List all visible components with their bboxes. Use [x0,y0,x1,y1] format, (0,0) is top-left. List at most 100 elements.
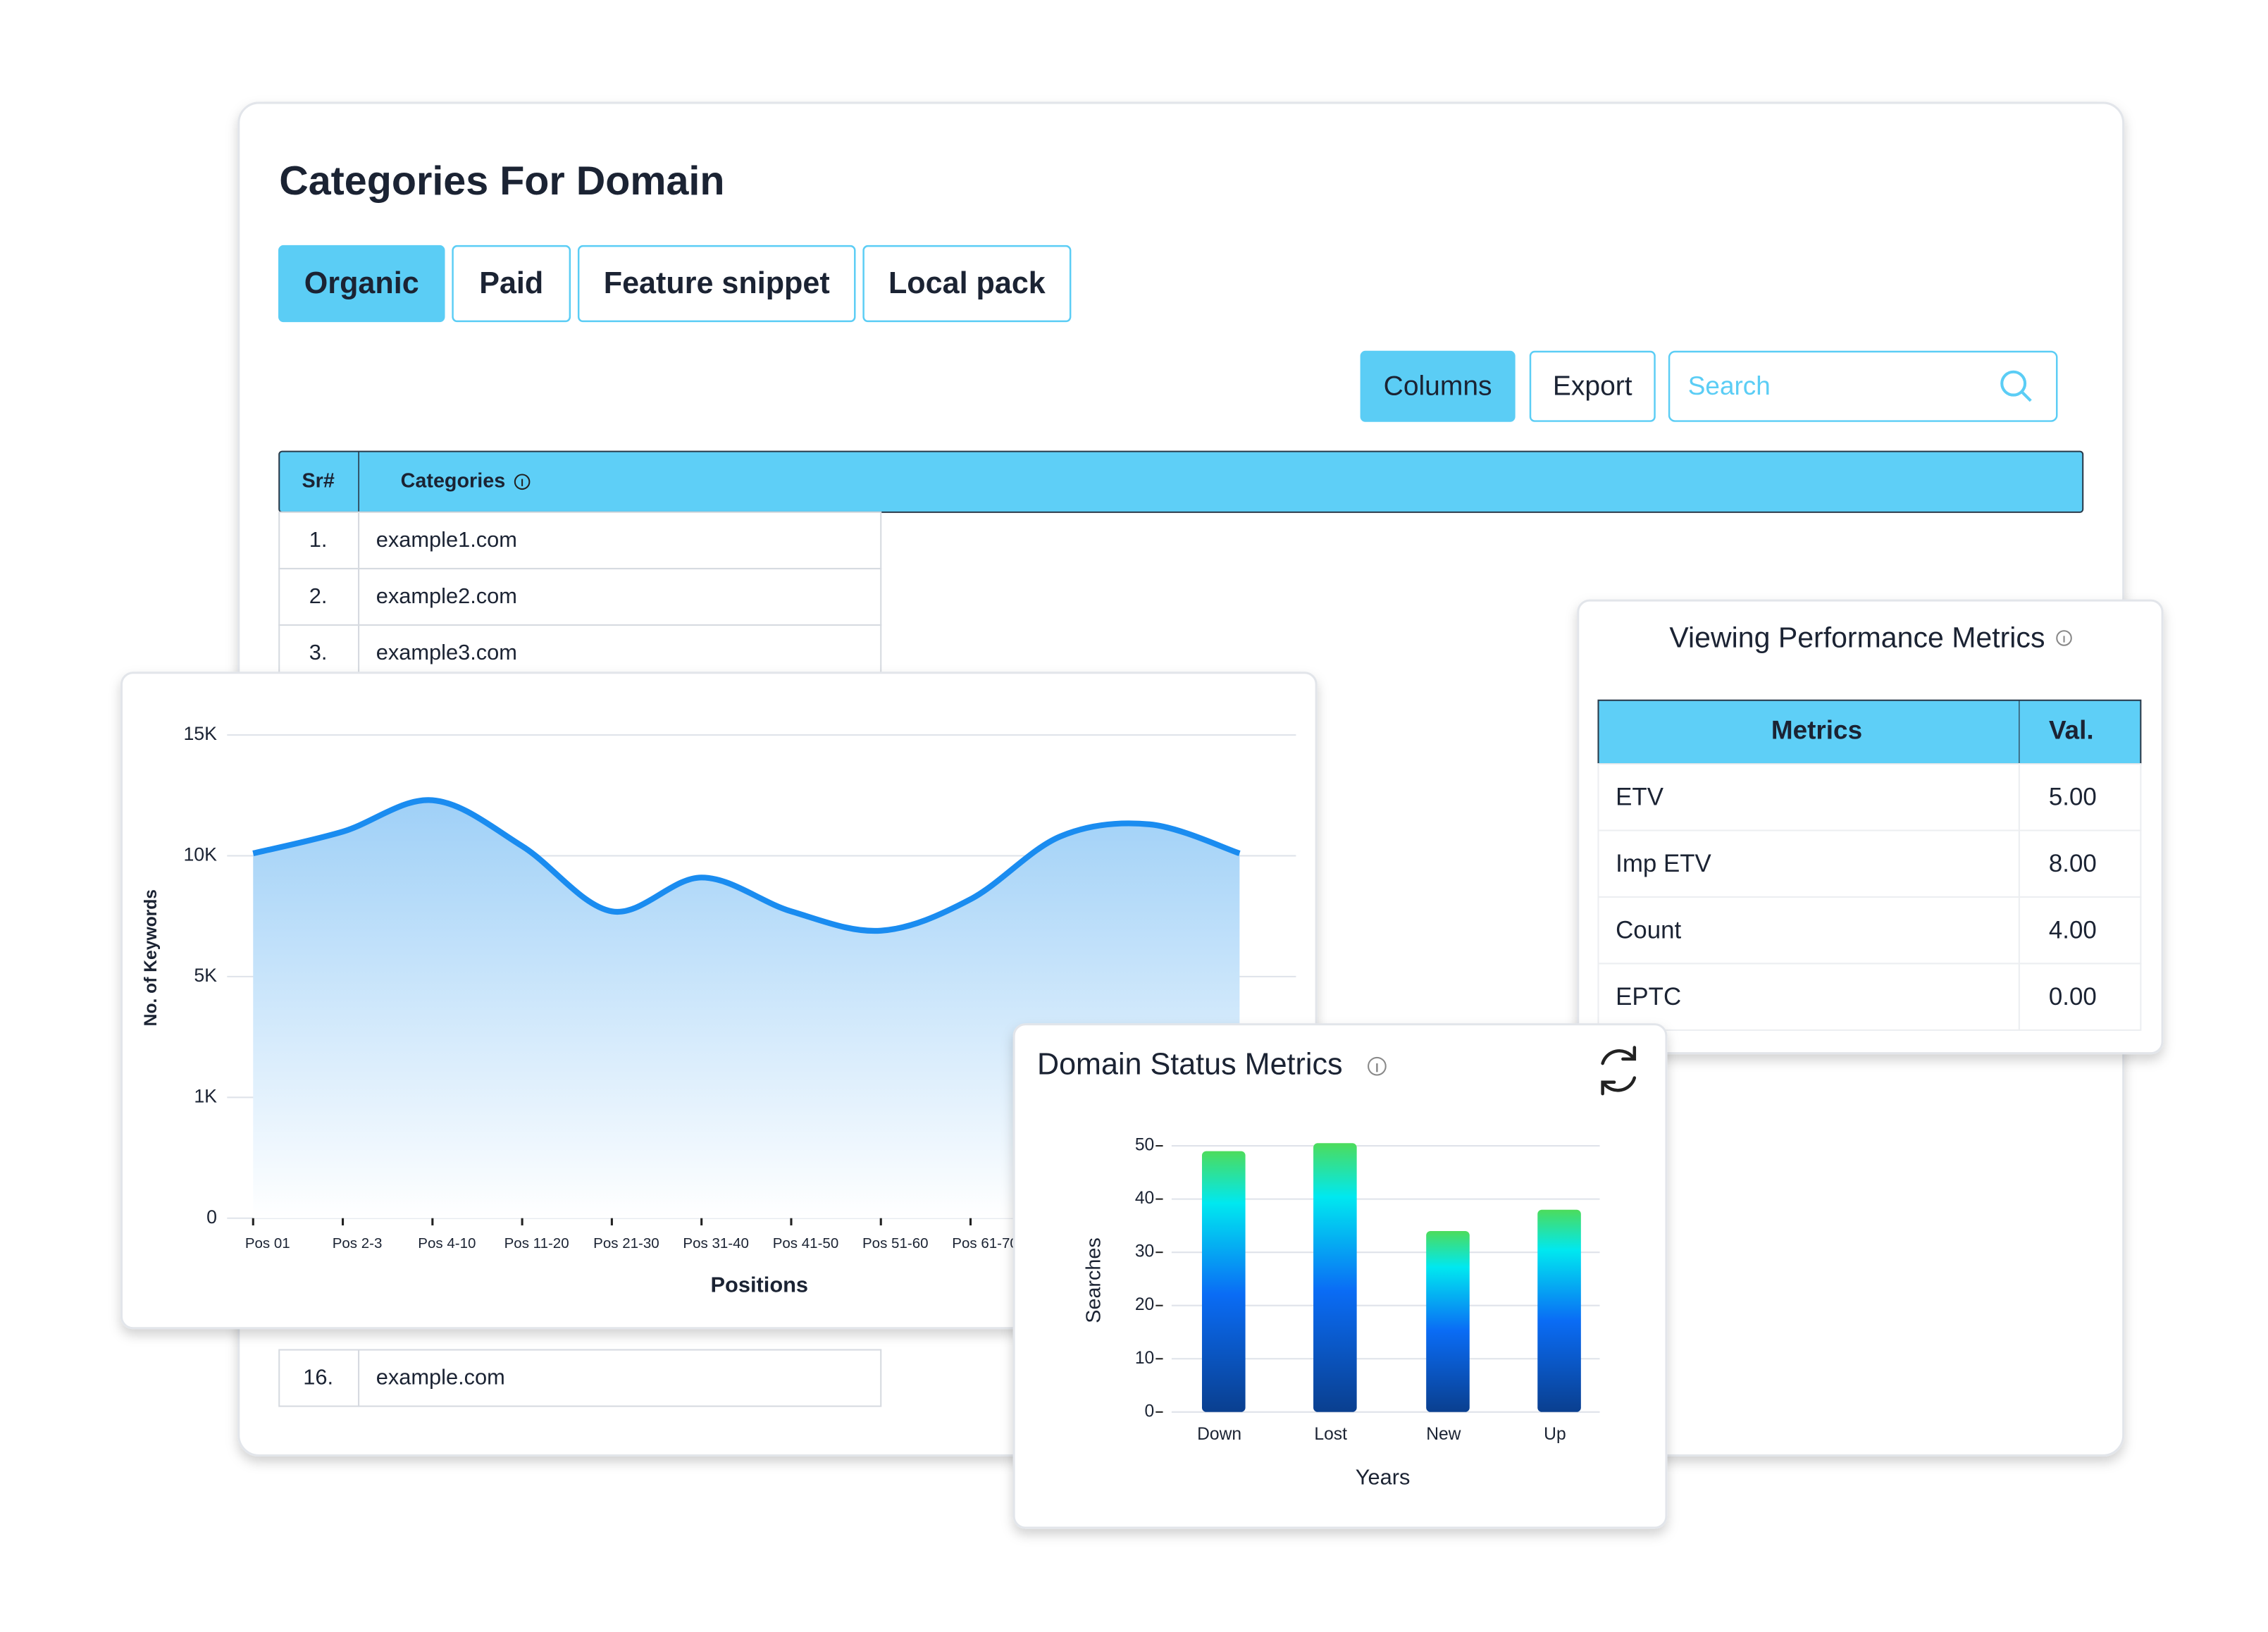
metric-name: EPTC [1616,983,1681,1010]
tab-label: Local pack [888,266,1046,300]
category-cell: example.com [376,1365,505,1390]
y-tick-label: 5K [194,965,217,986]
x-tick-label: New [1426,1425,1461,1444]
header-cell: Categories [401,469,506,492]
category-cell: example1.com [376,527,517,552]
y-tick-label: 50 [1135,1136,1154,1155]
metric-value: 0.00 [2049,983,2097,1010]
cell [1597,963,2020,1031]
tab[interactable]: Feature snippet [577,245,856,323]
cell [1597,829,2020,898]
card-title: Domain Status Metrics [1037,1048,1343,1082]
header-cell: Sr# [302,469,334,492]
y-tick-label: 10 [1135,1349,1154,1368]
cell [1597,763,2020,832]
x-tick-label: Pos 21-30 [593,1235,659,1251]
x-tick-label: Down [1197,1425,1241,1444]
table-row: 2. example2.com [278,567,882,626]
x-tick-label: Pos 2-3 [333,1235,383,1251]
line [252,797,1241,934]
header-cell: Metrics [1771,716,1862,745]
y-axis-label: No. of Keywords [142,889,161,1026]
x-tick-label: Up [1544,1425,1566,1444]
search-box[interactable]: Search [1668,350,2058,422]
x-tick-label: Pos 11-20 [504,1235,569,1251]
tab-label: Paid [479,266,543,300]
category-cell: example2.com [376,583,517,608]
tab[interactable]: Local pack [862,245,1072,323]
search-bg [1668,350,2058,422]
cell [2018,896,2142,965]
metric-value: 8.00 [2049,850,2097,877]
y-tick-label: 0 [206,1206,217,1228]
x-tick-label: Lost [1314,1425,1347,1444]
x-tick-label: Pos 31-40 [683,1235,749,1251]
table-header [1597,699,2142,765]
card-title: Viewing Performance Metrics [1669,621,2045,653]
metric-name: ETV [1616,784,1664,811]
button-bg [1360,350,1516,422]
y-tick-label: 0 [1145,1402,1155,1421]
refresh-button[interactable] [1601,1046,1637,1096]
table-header [278,450,2084,513]
table-row: 1. example1.com [278,511,882,569]
performance-card: Viewing Performance Metrics Metrics Val. E… [1577,599,2164,1055]
button-label: Export [1553,371,1632,402]
tab-bg [862,245,1072,323]
cell [358,1349,882,1407]
x-tick-label: Pos 01 [245,1235,290,1251]
x-axis-label: Positions [711,1272,809,1297]
cell [278,511,360,569]
tab-bg [452,245,571,323]
info-icon [1368,1056,1387,1076]
bar [1201,1151,1246,1412]
sr-cell: 1. [309,527,328,552]
search-placeholder: Search [1688,371,1771,400]
bar [1537,1209,1581,1412]
category-cell: example3.com [376,640,517,664]
button[interactable]: Export [1529,350,1656,422]
table-row: EPTC 0.00 [1597,963,2142,1031]
tab-bg [577,245,856,323]
cell [278,1349,360,1407]
button-bg [1529,350,1656,422]
metric-value: 4.00 [2049,916,2097,944]
tab-label: Feature snippet [604,266,830,300]
x-tick-label: Pos 4-10 [418,1235,476,1251]
sr-cell: 16. [303,1365,333,1390]
area [253,800,1240,1218]
table-row: Count 4.00 [1597,896,2142,965]
y-tick-label: 20 [1135,1295,1154,1314]
tab[interactable]: Organic [278,245,445,323]
y-axis-label: Searches [1083,1237,1105,1323]
y-tick-label: 1K [194,1085,217,1106]
tab-bg [278,245,445,323]
metric-name: Imp ETV [1616,850,1711,877]
sr-cell: 2. [309,583,328,608]
tabs: Organic Paid Feature snippet Local pack [278,245,1072,323]
header-cell: Val. [2049,716,2094,745]
button-label: Columns [1384,371,1492,402]
x-tick-label: Pos 41-50 [773,1235,839,1251]
y-tick-label: 10K [183,844,217,865]
table-row: ETV 5.00 [1597,763,2142,832]
y-tick-label: 40 [1135,1189,1154,1208]
search-icon [2000,370,2027,397]
cell [358,511,882,569]
cell [1597,896,2020,965]
info-icon [2056,630,2072,646]
table-row: Imp ETV 8.00 [1597,829,2142,898]
cell [278,567,360,626]
button[interactable]: Columns [1360,350,1516,422]
cell [2018,829,2142,898]
y-tick-label: 30 [1135,1242,1154,1261]
bar [1313,1143,1357,1412]
sr-cell: 3. [309,640,328,664]
x-tick-label: Pos 51-60 [862,1235,929,1251]
x-tick-label: Pos 61-70 [952,1235,1018,1251]
card-title: Categories For Domain [279,159,724,204]
tab[interactable]: Paid [452,245,571,323]
bar [1426,1230,1470,1412]
